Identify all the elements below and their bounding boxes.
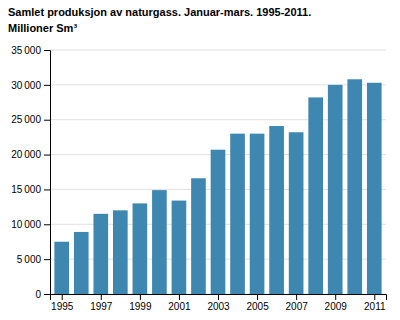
bar xyxy=(172,201,187,294)
tick-mark xyxy=(44,259,50,260)
tick: 2011 xyxy=(364,294,386,312)
tick-label: 2009 xyxy=(325,301,348,312)
tick-label: 2011 xyxy=(364,301,386,312)
tick-label: 1997 xyxy=(90,301,113,312)
tick-label: 2001 xyxy=(168,301,191,312)
bar xyxy=(74,232,89,294)
tick-label: 2003 xyxy=(207,301,230,312)
tick-label: 10 000 xyxy=(11,219,41,230)
bar xyxy=(328,85,343,294)
bar xyxy=(269,126,284,294)
bar xyxy=(211,150,226,294)
tick-mark xyxy=(218,294,219,300)
chart: Samlet produksjon av naturgass. Januar-m… xyxy=(0,0,400,320)
tick-mark xyxy=(296,294,297,300)
bar xyxy=(230,134,245,294)
bar xyxy=(289,132,304,294)
tick: 15 000 xyxy=(11,184,50,195)
x-axis: 1995 1997 1999 2001 2003 2005 2007 2009 2011 xyxy=(51,294,387,312)
tick-mark xyxy=(44,155,50,156)
tick: 30 000 xyxy=(11,80,50,91)
bar xyxy=(93,214,108,294)
grid-line xyxy=(50,50,386,51)
tick-mark xyxy=(179,294,180,300)
bar xyxy=(191,178,206,294)
tick-mark xyxy=(257,294,258,300)
tick: 1995 xyxy=(51,294,74,312)
tick-label: 5 000 xyxy=(17,254,42,265)
tick-label: 1999 xyxy=(129,301,152,312)
bar xyxy=(250,134,265,294)
tick: 2001 xyxy=(168,294,191,312)
axis-line xyxy=(44,51,51,295)
tick: 35 000 xyxy=(11,45,50,56)
bar xyxy=(54,242,69,294)
title: Samlet produksjon av naturgass. Januar-m… xyxy=(8,6,311,18)
bar xyxy=(113,210,128,294)
tick-mark xyxy=(44,120,50,121)
bar xyxy=(367,83,382,294)
tick-label: 2007 xyxy=(286,301,309,312)
tick-label: 1995 xyxy=(51,301,74,312)
tick-mark xyxy=(101,294,102,300)
axis-line xyxy=(51,295,387,301)
tick: 2003 xyxy=(207,294,230,312)
tick: 2007 xyxy=(286,294,309,312)
bar xyxy=(133,203,148,294)
plot: 1995 1997 1999 2001 2003 2005 2007 2009 2011 0 5 0… xyxy=(11,45,386,312)
tick-label: 35 000 xyxy=(11,45,41,56)
tick-mark xyxy=(44,50,50,51)
tick-mark xyxy=(374,294,375,300)
tick-mark xyxy=(44,294,50,295)
tick: 1997 xyxy=(90,294,113,312)
tick: 25 000 xyxy=(11,114,50,125)
tick: 1999 xyxy=(129,294,152,312)
bar xyxy=(152,190,167,294)
grid xyxy=(50,50,386,294)
bar xyxy=(347,79,362,294)
tick-label: 25 000 xyxy=(11,114,41,125)
tick-mark xyxy=(44,189,50,190)
tick: 10 000 xyxy=(11,219,50,230)
tick-label: 2005 xyxy=(246,301,269,312)
tick: 5 000 xyxy=(17,254,50,265)
tick-mark xyxy=(62,294,63,300)
tick-mark xyxy=(140,294,141,300)
tick: 2009 xyxy=(325,294,348,312)
tick: 2005 xyxy=(246,294,269,312)
tick-mark xyxy=(335,294,336,300)
tick-label: 15 000 xyxy=(11,184,41,195)
subtitle: Millioner Sm³ xyxy=(8,22,77,34)
tick: 0 xyxy=(35,289,50,300)
tick-label: 0 xyxy=(35,289,41,300)
tick-label: 30 000 xyxy=(11,80,41,91)
tick-label: 20 000 xyxy=(11,149,41,160)
tick-mark xyxy=(44,85,50,86)
bars xyxy=(54,79,381,294)
y-axis: 0 5 000 10 000 15 000 20 000 25 000 30 000 35 0… xyxy=(11,45,50,300)
tick-mark xyxy=(44,224,50,225)
tick: 20 000 xyxy=(11,149,50,160)
bar xyxy=(308,97,323,294)
